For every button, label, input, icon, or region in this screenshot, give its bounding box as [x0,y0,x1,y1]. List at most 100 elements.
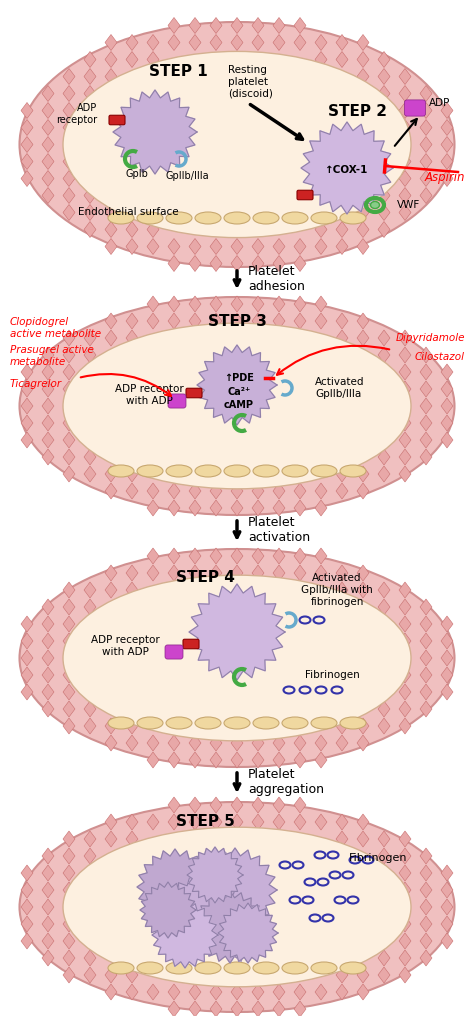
Polygon shape [84,221,96,238]
Ellipse shape [166,212,192,224]
Polygon shape [105,466,117,482]
Polygon shape [210,797,222,813]
Polygon shape [42,415,54,431]
Polygon shape [168,735,180,751]
Polygon shape [252,296,264,312]
Polygon shape [252,239,264,254]
Text: ↑PDE: ↑PDE [224,373,254,383]
Polygon shape [42,398,54,414]
Polygon shape [399,916,411,932]
Ellipse shape [340,212,366,224]
Polygon shape [441,136,453,152]
Text: Prasugrel active
metabolite: Prasugrel active metabolite [10,345,94,367]
Text: STEP 1: STEP 1 [149,64,207,79]
Polygon shape [399,599,411,615]
Polygon shape [210,313,222,329]
Polygon shape [189,735,201,751]
Polygon shape [420,120,432,135]
Polygon shape [336,565,348,581]
Polygon shape [63,718,75,734]
Polygon shape [105,735,117,751]
Ellipse shape [63,827,411,987]
Ellipse shape [108,212,134,224]
Polygon shape [441,666,453,683]
Polygon shape [399,364,411,380]
Polygon shape [42,882,54,898]
Polygon shape [336,52,348,67]
Polygon shape [63,684,75,700]
Ellipse shape [137,212,163,224]
Polygon shape [42,171,54,187]
Polygon shape [420,666,432,683]
Polygon shape [399,68,411,84]
Ellipse shape [340,962,366,974]
Polygon shape [378,466,390,482]
FancyBboxPatch shape [297,190,313,200]
Polygon shape [105,330,117,346]
Polygon shape [84,950,96,966]
Polygon shape [21,364,33,380]
Polygon shape [42,633,54,649]
Polygon shape [147,814,159,830]
Polygon shape [84,718,96,734]
Polygon shape [231,985,243,1000]
Ellipse shape [224,465,250,477]
Polygon shape [21,916,33,932]
Polygon shape [441,171,453,187]
Polygon shape [420,848,432,864]
Ellipse shape [108,465,134,477]
FancyBboxPatch shape [168,394,186,408]
Polygon shape [168,313,180,329]
Polygon shape [42,364,54,380]
Polygon shape [63,120,75,135]
Polygon shape [126,718,138,734]
Polygon shape [378,188,390,203]
Polygon shape [218,903,278,963]
Polygon shape [315,296,327,312]
Polygon shape [147,52,159,67]
Polygon shape [294,797,306,813]
Polygon shape [105,483,117,499]
Polygon shape [168,296,180,312]
Text: Ticagrelor: Ticagrelor [10,379,62,389]
Text: ADP
receptor: ADP receptor [56,104,97,125]
Polygon shape [42,650,54,666]
Polygon shape [420,899,432,915]
Polygon shape [294,735,306,751]
Polygon shape [399,330,411,346]
Polygon shape [189,313,201,329]
Polygon shape [197,345,277,425]
Polygon shape [140,882,196,938]
Polygon shape [231,17,243,34]
Text: Clopidogrel
active metabolite: Clopidogrel active metabolite [10,317,101,338]
Text: Fibrinogen: Fibrinogen [305,670,359,680]
Ellipse shape [63,52,411,238]
Ellipse shape [137,717,163,729]
Polygon shape [63,347,75,363]
Polygon shape [63,599,75,615]
Polygon shape [273,797,285,813]
Polygon shape [441,432,453,448]
Polygon shape [294,313,306,329]
Polygon shape [399,120,411,135]
Text: Dipyridamole: Dipyridamole [395,333,465,343]
Polygon shape [399,582,411,598]
Polygon shape [105,582,117,598]
Polygon shape [441,633,453,649]
Polygon shape [273,814,285,830]
Polygon shape [336,831,348,847]
Polygon shape [399,848,411,864]
Polygon shape [189,752,201,768]
Ellipse shape [224,212,250,224]
Polygon shape [147,483,159,499]
Polygon shape [168,17,180,34]
Polygon shape [357,204,369,220]
Polygon shape [63,103,75,119]
Polygon shape [378,848,390,864]
Polygon shape [399,466,411,482]
Polygon shape [420,171,432,187]
Polygon shape [336,967,348,983]
Polygon shape [441,684,453,700]
Polygon shape [441,882,453,898]
Polygon shape [336,239,348,254]
